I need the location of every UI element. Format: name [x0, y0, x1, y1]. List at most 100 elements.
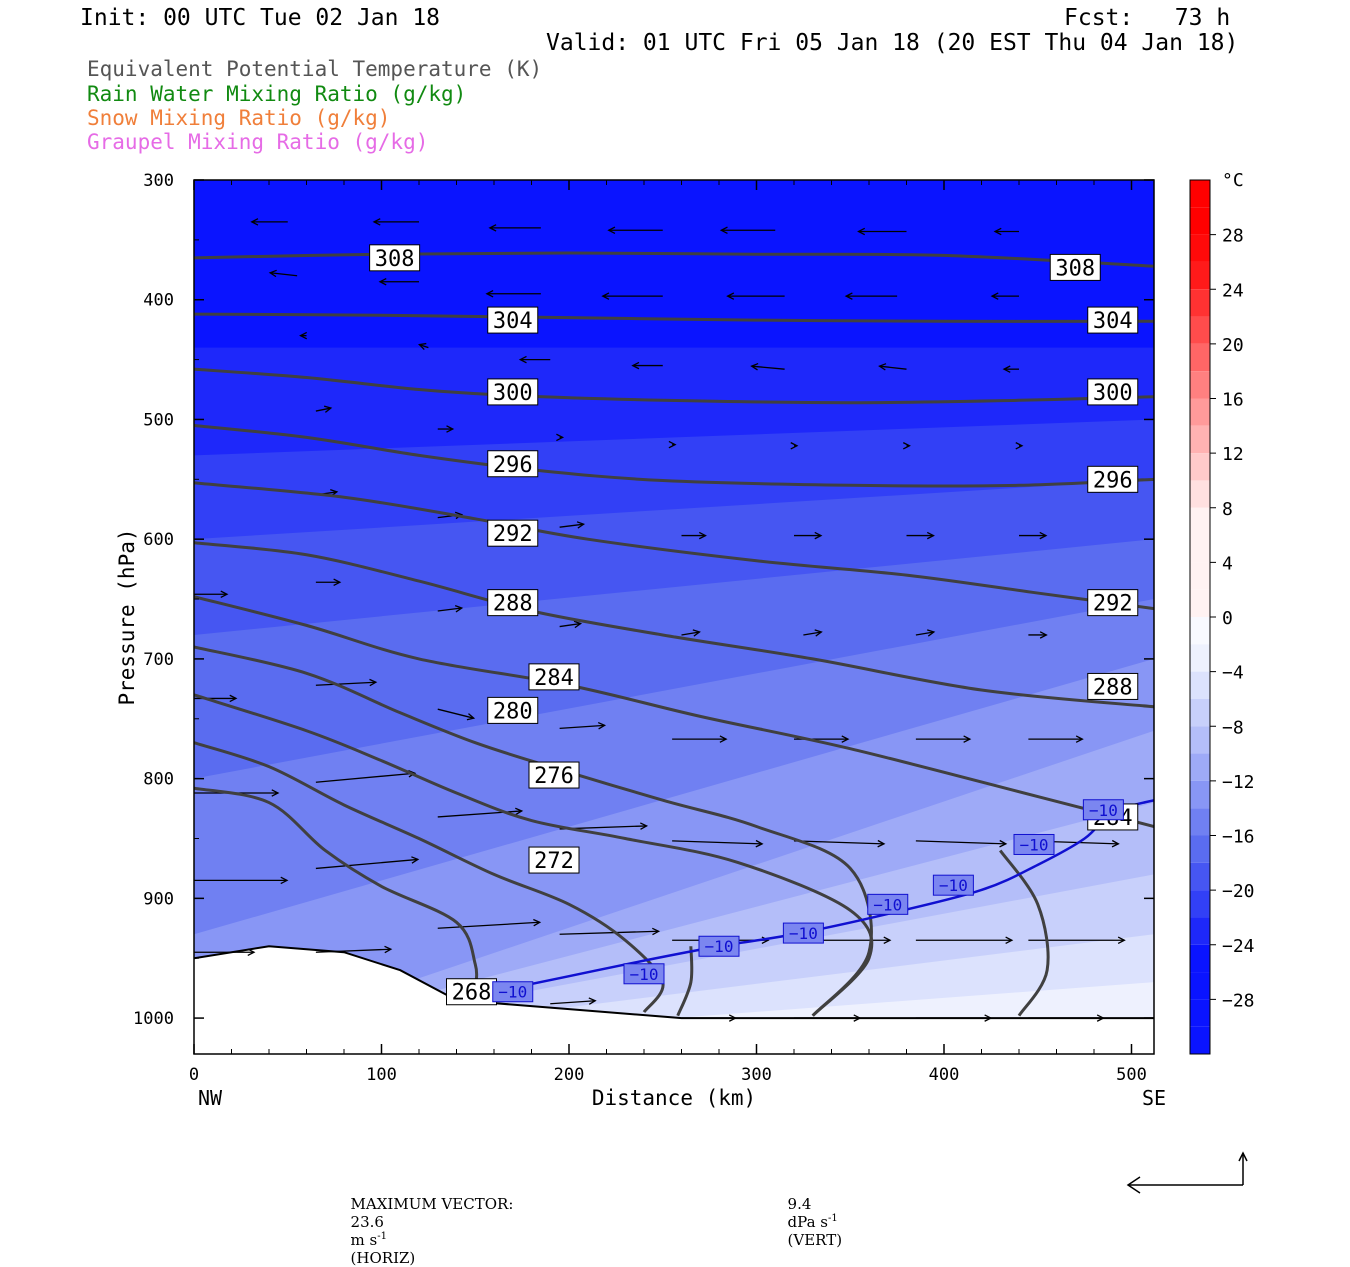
wind-vector — [315, 407, 332, 412]
colorbar-tick-label: −8 — [1222, 717, 1244, 738]
wind-vector — [550, 1000, 596, 1005]
wind-vector — [915, 840, 1006, 845]
theta-e-contour — [194, 367, 1154, 405]
legend-rain-water: Rain Water Mixing Ratio (g/kg) — [87, 82, 467, 106]
wind-vector-head — [369, 678, 378, 687]
minus10-label: −10 — [1089, 801, 1118, 820]
wind-vector-head — [280, 876, 289, 885]
minus10-label-box — [492, 981, 534, 1003]
colorbar-tick-label: 8 — [1222, 499, 1233, 520]
x-axis-label: Distance (km) — [592, 1086, 756, 1110]
y-tick-label: 800 — [143, 770, 174, 790]
minus10-label: −10 — [1020, 835, 1049, 854]
minus10-line — [493, 798, 1154, 993]
colorbar-unit: °C — [1222, 170, 1244, 191]
theta-e-label-box — [487, 696, 539, 724]
colorbar-swatch — [1190, 617, 1210, 645]
wind-vector-head — [1039, 631, 1048, 639]
colorbar-swatch — [1190, 972, 1210, 1000]
theta-e-label-box — [487, 589, 539, 617]
y-tick-label: 1000 — [133, 1009, 174, 1029]
wind-vector-head — [247, 948, 256, 956]
theta-e-label: 304 — [493, 309, 533, 334]
wind-vector-head — [698, 531, 707, 540]
wind-vector — [419, 343, 429, 349]
wind-vector-head — [1117, 936, 1126, 945]
theta-e-label-box — [1049, 253, 1101, 281]
theta-e-contour — [194, 741, 665, 1014]
wind-vector-head — [984, 1014, 993, 1022]
colorbar-swatch — [1190, 371, 1210, 399]
wind-vector — [270, 272, 298, 277]
wind-vector-head — [333, 578, 342, 587]
shade-band — [194, 180, 1154, 348]
minus10-label-box — [1013, 833, 1055, 855]
wind-vector — [672, 840, 763, 845]
wind-vector — [559, 622, 581, 628]
wind-vector-head — [384, 945, 393, 954]
theta-e-contour — [999, 849, 1050, 1017]
theta-e-label: 292 — [1093, 592, 1133, 617]
colorbar-tick-label: 16 — [1222, 390, 1244, 411]
theta-e-contour — [194, 541, 1154, 709]
colorbar-swatch — [1190, 398, 1210, 426]
minus10-label-box — [932, 874, 974, 896]
wind-vector-head — [515, 807, 524, 816]
wind-vector-head — [607, 226, 616, 235]
colorbar-swatch — [1190, 780, 1210, 809]
colorbar-swatch — [1190, 261, 1210, 290]
temperature-shading — [194, 180, 1154, 1054]
wind-vector-head — [1075, 735, 1084, 743]
theta-e-label: 288 — [1093, 675, 1133, 700]
wind-vector-head — [250, 218, 259, 226]
theta-e-label-box — [1087, 672, 1139, 700]
colorbar-swatch — [1190, 562, 1210, 590]
colorbar-tick-label: −4 — [1222, 663, 1244, 684]
colorbar: 28 24 20 16 12 8 4 0 −4 −8 −12 −16 −20 −24 −28 — [1189, 179, 1255, 1055]
theta-e-label: 292 — [493, 522, 533, 547]
minus10-label: −10 — [939, 876, 968, 895]
y-tick-label: 700 — [143, 650, 174, 670]
vert-footer: 9.4 dPa s-1 (VERT) — [778, 1177, 843, 1249]
colorbar-swatch — [1190, 644, 1210, 672]
theta-e-contour — [194, 312, 1154, 323]
minus10-label-box — [698, 935, 740, 957]
colorbar-swatch — [1190, 507, 1210, 536]
colorbar-swatch — [1190, 671, 1210, 699]
colorbar-tick-label: −20 — [1222, 881, 1255, 902]
theta-e-contour — [194, 251, 1154, 268]
wind-vector-head — [418, 342, 427, 351]
theta-e-label: 268 — [452, 981, 492, 1006]
wind-vector — [315, 948, 391, 953]
theta-e-contour — [676, 946, 694, 1017]
minus10-label: −10 — [630, 965, 659, 984]
legend-theta-e: Equivalent Potential Temperature (K) — [87, 57, 543, 81]
wind-vector — [315, 858, 418, 870]
wind-vector-head — [597, 721, 607, 730]
wind-vector-head — [408, 770, 417, 778]
max-vector-label: MAXIMUM VECTOR: — [350, 1195, 514, 1213]
horiz-unit: m s — [350, 1231, 378, 1249]
x-tick-label: 300 — [741, 1065, 772, 1085]
colorbar-tick-label: −28 — [1222, 990, 1255, 1011]
max-vector-footer: MAXIMUM VECTOR: 23.6 m s-1 (HORIZ) — [341, 1177, 514, 1267]
theta-e-label-box — [369, 244, 421, 272]
wind-vector-head — [750, 362, 759, 371]
wind-vector-head — [755, 839, 764, 848]
colorbar-swatch — [1190, 535, 1210, 563]
wind-vector-head — [993, 227, 1002, 236]
wind-vector-head — [220, 590, 229, 599]
theta-e-label-box — [487, 519, 539, 547]
wind-vector-head — [1111, 839, 1120, 848]
wind-vector — [915, 631, 934, 636]
wind-vector-head — [883, 936, 892, 945]
wind-vector-head — [814, 531, 823, 540]
colorbar-swatch — [1190, 453, 1210, 481]
vert-unit: dPa s — [787, 1213, 828, 1231]
y-axis-label: Pressure (hPa) — [115, 528, 139, 705]
theta-e-label-box — [1087, 306, 1139, 334]
wind-vector-head — [411, 856, 420, 864]
wind-vector-head — [902, 442, 911, 450]
wind-vector-head — [573, 620, 583, 629]
theta-e-label: 280 — [493, 699, 533, 724]
